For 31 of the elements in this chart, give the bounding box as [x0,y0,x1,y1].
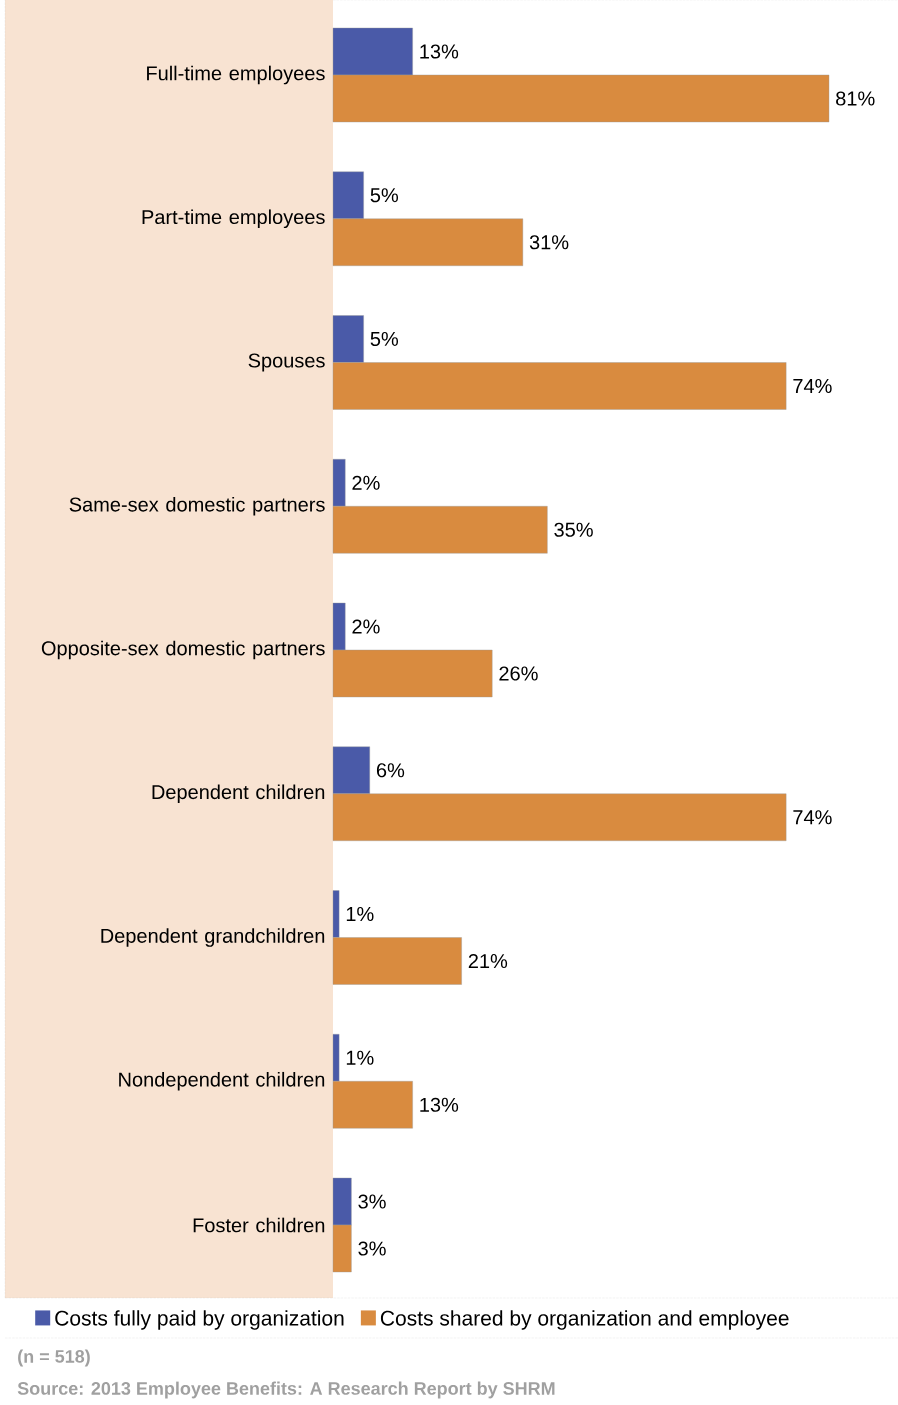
data-label: 35% [554,522,593,537]
data-label: 13% [420,44,459,59]
data-label: 2% [352,619,380,634]
y-tick-label: Same-sex domestic partners [69,496,325,516]
data-label: 21% [468,953,508,969]
y-tick-label: Nondependent children [119,1071,325,1091]
data-label: 26% [499,666,538,681]
y-tick-label: Dependent children [152,784,325,804]
legend-label: Costs shared by organization and employee [380,1310,789,1330]
y-tick-label: Part-time employees [142,209,325,229]
data-label: 6% [376,763,405,778]
y-tick-label: Foster children [193,1217,325,1233]
data-label: 74% [793,379,832,394]
data-label: 5% [370,331,399,347]
y-tick-label: Dependent grandchildren [101,928,325,947]
data-label: 3% [358,1194,386,1209]
y-tick-label: Opposite-sex domestic partners [41,640,325,660]
data-label: 3% [358,1241,386,1256]
data-label: 2% [352,475,380,490]
data-label: 81% [836,91,875,106]
data-label: 31% [529,235,569,250]
text: (n = 518) [18,1349,90,1367]
data-label: 13% [420,1097,459,1112]
y-tick-label: Full-time employees [147,65,325,85]
data-label: 74% [793,810,832,825]
data-label: 5% [370,188,399,203]
legend-label: Costs fully paid by organization [55,1310,344,1330]
data-label: 1% [346,907,374,922]
y-tick-label: Spouses [248,353,325,372]
data-label: 1% [346,1050,374,1065]
source-note: Source: 2013 Employee Benefits: A Research Report by SHRM [17,1381,555,1399]
